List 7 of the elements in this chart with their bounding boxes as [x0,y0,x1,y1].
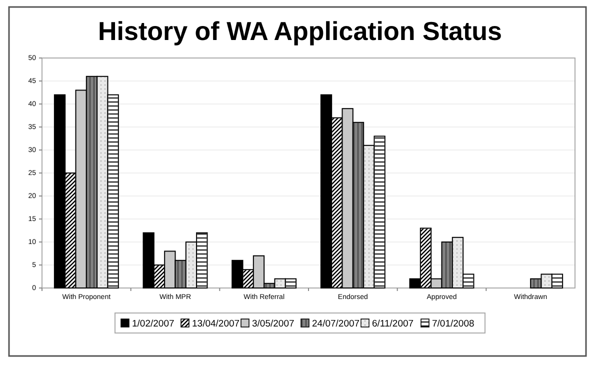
legend-label: 6/11/2007 [372,318,414,330]
legend-label: 13/04/2007 [192,318,240,330]
legend-label: 3/05/2007 [252,318,294,330]
legend-label: 1/02/2007 [132,318,174,330]
legend-label: 24/07/2007 [312,318,360,330]
chart-title: History of WA Application Status [98,16,502,46]
legend-label: 7/01/2008 [432,318,474,330]
